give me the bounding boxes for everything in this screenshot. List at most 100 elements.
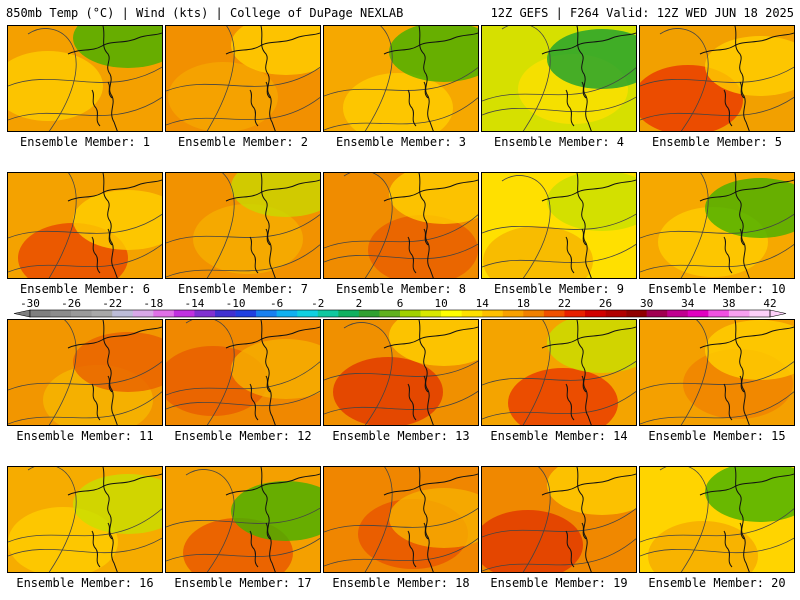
ensemble-member-label: Ensemble Member: 7 [177, 282, 309, 296]
colorbar-tick-label: 14 [476, 297, 490, 310]
temperature-region [648, 521, 758, 572]
coastline [91, 383, 101, 421]
coastline [418, 320, 434, 425]
ensemble-panel [165, 25, 321, 132]
colorbar-tick-label: 18 [517, 297, 530, 310]
wind-contour [640, 213, 794, 239]
colorbar-tick-label: 42 [763, 297, 776, 310]
ensemble-panel [7, 466, 163, 573]
ensemble-member-label: Ensemble Member: 4 [493, 135, 625, 149]
colorbar-tick-label: 26 [599, 297, 612, 310]
coastline [734, 320, 750, 425]
coastline [67, 32, 162, 55]
ensemble-panel [323, 466, 479, 573]
coastline [265, 81, 271, 99]
coastline [565, 530, 575, 568]
temperature-region [482, 510, 583, 572]
temperature-field-map [8, 26, 162, 131]
wind-contour [522, 320, 551, 425]
temperature-region [547, 467, 636, 515]
run-info: 12Z GEFS | F264 Valid: 12Z WED JUN 18 20… [490, 6, 794, 20]
coastline [723, 530, 733, 568]
coastline [581, 228, 587, 246]
coastline [418, 26, 434, 131]
temperature-field-map [324, 320, 478, 425]
ensemble-member-label: Ensemble Member: 2 [177, 135, 309, 149]
colorbar-segment [543, 310, 565, 317]
coastline [576, 320, 592, 425]
temperature-region [547, 29, 636, 89]
colorbar-segment [585, 310, 606, 317]
ensemble-member-label: Ensemble Member: 8 [335, 282, 467, 296]
wind-contour [206, 173, 235, 278]
wind-contour [166, 507, 320, 528]
colorbar-tick-label: -26 [61, 297, 81, 310]
ensemble-panel [323, 25, 479, 132]
ensemble-member-label: Ensemble Member: 16 [16, 576, 154, 590]
colorbar-segment [708, 310, 730, 317]
coastline [739, 228, 745, 246]
temperature-region [508, 368, 618, 425]
colorbar-tick-label: 2 [356, 297, 363, 310]
coastline [723, 383, 733, 421]
coastline [383, 179, 478, 202]
wind-contour [206, 26, 235, 131]
coastline [739, 522, 745, 540]
coastline [734, 26, 750, 131]
ensemble-panel [481, 172, 637, 279]
wind-contour [8, 96, 162, 121]
ensemble-panel [7, 25, 163, 132]
wind-contour [324, 390, 478, 415]
colorbar-tick-label: -14 [185, 297, 205, 310]
ensemble-member-label: Ensemble Member: 14 [490, 429, 628, 443]
colorbar-segment [91, 310, 113, 317]
wind-contour [324, 214, 478, 249]
coastline [383, 326, 478, 349]
temperature-region [231, 339, 320, 399]
wind-contour [659, 467, 709, 572]
colorbar-max-arrow [769, 309, 787, 318]
ensemble-panel [7, 172, 163, 279]
coastline [565, 383, 575, 421]
coastline [576, 173, 592, 278]
temperature-region [389, 26, 478, 82]
coastline [541, 179, 636, 202]
colorbar-segment [317, 310, 339, 317]
coastline [418, 467, 434, 572]
temperature-region [8, 51, 103, 121]
colorbar-segment [626, 310, 647, 317]
coastline [102, 26, 118, 131]
temperature-region [547, 320, 636, 373]
coastline [699, 326, 794, 349]
wind-contour [8, 391, 162, 425]
temperature-region [168, 62, 278, 131]
map-title: 850mb Temp (°C) | Wind (kts) | College o… [6, 6, 404, 20]
temperature-region [483, 226, 593, 278]
temperature-region [389, 173, 478, 224]
coastline [576, 467, 592, 572]
temperature-region [705, 178, 794, 238]
temperature-field-map [640, 320, 794, 425]
coastline [581, 375, 587, 393]
ensemble-member-label: Ensemble Member: 9 [493, 282, 625, 296]
temperature-field-map [640, 467, 794, 572]
temperature-field-map [482, 320, 636, 425]
colorbar-segment [379, 310, 401, 317]
wind-contour [482, 213, 636, 234]
coastline [383, 473, 478, 496]
wind-contour [640, 508, 794, 543]
colorbar-tick-label: 34 [681, 297, 695, 310]
wind-contour [680, 173, 709, 278]
wind-contour [8, 213, 162, 239]
temperature-field-map [324, 26, 478, 131]
colorbar-segment [420, 310, 442, 317]
coastline [418, 173, 434, 278]
coastline [225, 179, 320, 202]
ensemble-panel [165, 319, 321, 426]
temperature-region [368, 215, 478, 278]
colorbar-segment [153, 310, 175, 317]
ensemble-panel [481, 319, 637, 426]
temperature-field-map [324, 467, 478, 572]
colorbar-tick-label: 10 [434, 297, 447, 310]
wind-contour [324, 360, 478, 381]
